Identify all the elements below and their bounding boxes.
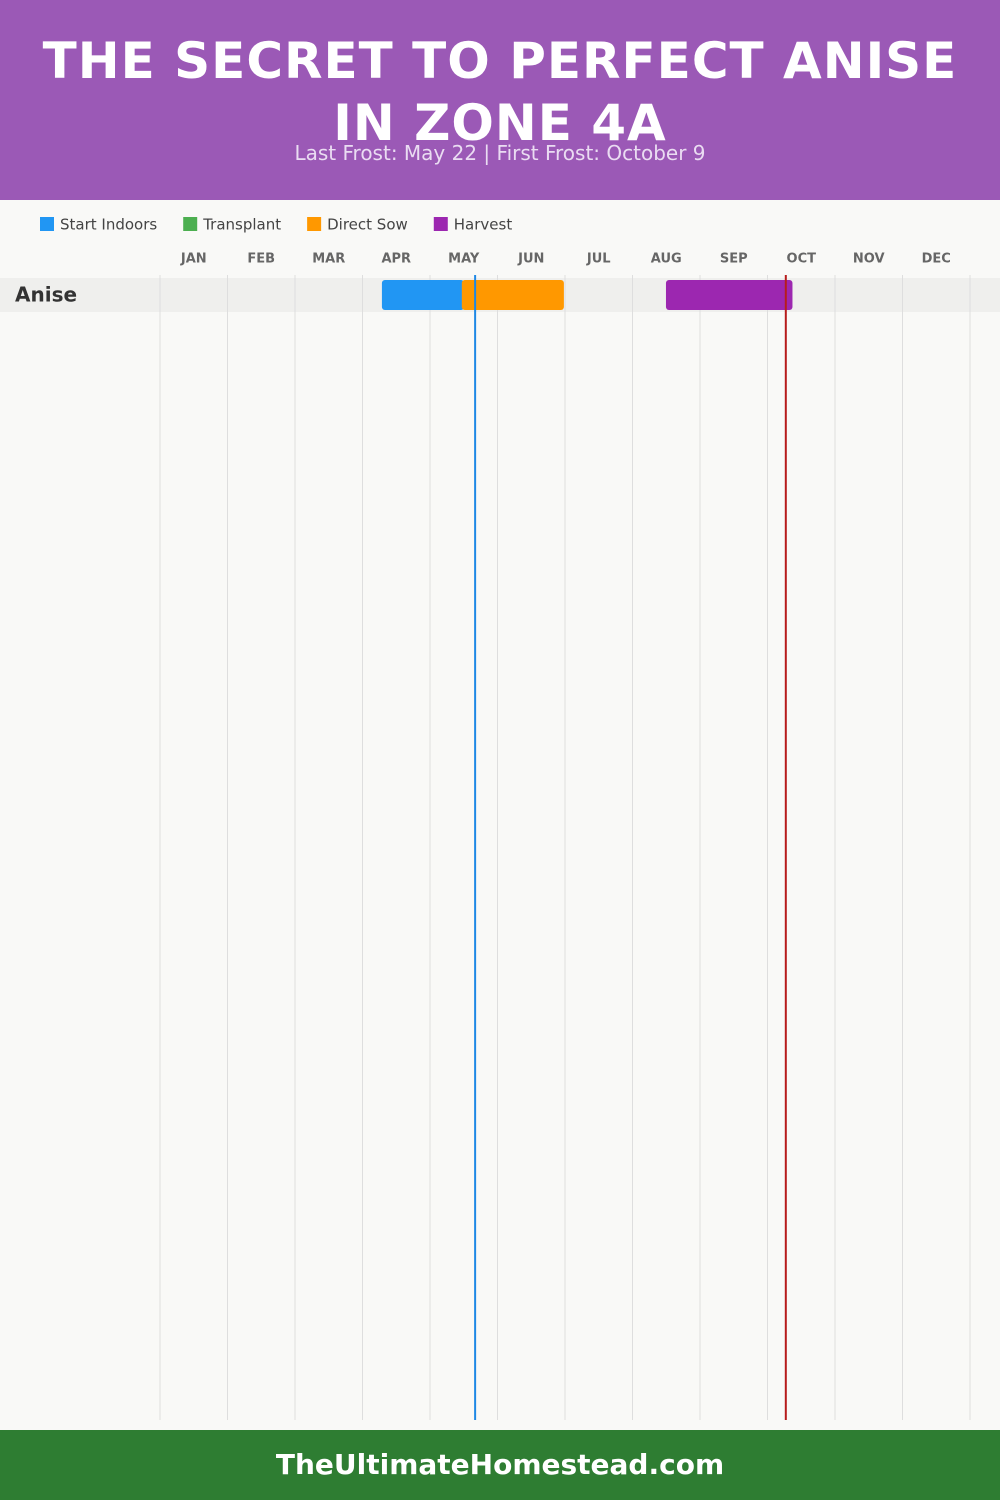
chart: Start Indoors Transplant Direct Sow Harvest… bbox=[0, 216, 1000, 1420]
month-label: JUN bbox=[517, 252, 544, 267]
legend-swatch bbox=[433, 217, 448, 231]
task-bar bbox=[381, 280, 465, 310]
month-label: MAR bbox=[312, 252, 345, 267]
month-label: JAN bbox=[180, 252, 207, 267]
header: THE SECRET TO PERFECT ANISE IN ZONE 4A L… bbox=[0, 0, 1000, 200]
month-label: DEC bbox=[922, 252, 951, 267]
legend-label: Start Indoors bbox=[60, 216, 157, 234]
month-label: APR bbox=[381, 252, 411, 267]
month-label: JUL bbox=[586, 252, 611, 267]
legend-swatch bbox=[40, 217, 54, 231]
month-label: AUG bbox=[651, 252, 682, 267]
task-bar bbox=[665, 280, 793, 310]
month-label: SEP bbox=[720, 252, 748, 267]
legend-label: Direct Sow bbox=[327, 216, 408, 234]
month-label: NOV bbox=[853, 252, 885, 267]
footer: TheUltimateHomestead.com bbox=[0, 1430, 1000, 1500]
month-label: MAY bbox=[448, 252, 480, 267]
row-label: Anise bbox=[15, 283, 77, 307]
month-label: OCT bbox=[787, 252, 817, 267]
month-label: FEB bbox=[247, 252, 275, 267]
chart-subtitle: Last Frost: May 22 | First Frost: Octobe… bbox=[294, 141, 706, 165]
legend-label: Harvest bbox=[454, 216, 513, 234]
task-bar bbox=[461, 280, 564, 310]
chart-title: THE SECRET TO PERFECT ANISE IN ZONE 4A bbox=[42, 32, 958, 152]
legend-swatch bbox=[183, 217, 198, 231]
legend-swatch bbox=[307, 217, 322, 231]
legend-label: Transplant bbox=[202, 216, 281, 234]
